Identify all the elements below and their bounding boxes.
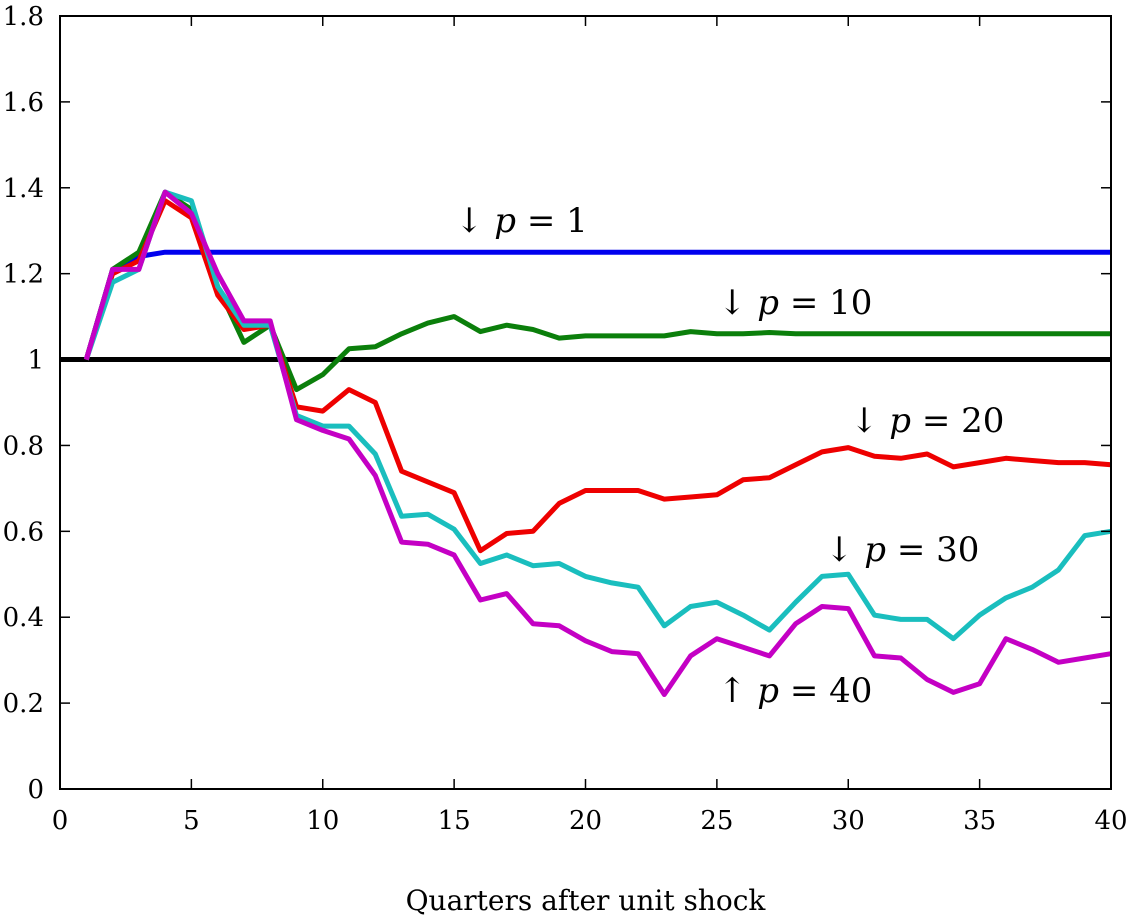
y-tick-label: 0.8 bbox=[3, 431, 44, 461]
y-tick-label: 1.4 bbox=[3, 174, 44, 204]
series-label-value: = 10 bbox=[779, 283, 872, 323]
y-tick-label: 0.6 bbox=[3, 517, 44, 547]
x-tick-label: 15 bbox=[438, 806, 471, 836]
y-tick-label: 1.8 bbox=[3, 2, 44, 32]
series-line-5 bbox=[83, 189, 1112, 697]
x-tick-label: 30 bbox=[832, 806, 865, 836]
x-tick-label: 0 bbox=[52, 806, 69, 836]
series-label-arrow: ↓ bbox=[718, 283, 757, 323]
series-label-variable: p bbox=[864, 530, 886, 570]
y-tick-label: 1.6 bbox=[3, 88, 44, 118]
series-line-4 bbox=[83, 189, 1112, 642]
x-tick-label: 5 bbox=[183, 806, 200, 836]
y-tick-label: 0.4 bbox=[3, 603, 44, 633]
series-label-value: = 30 bbox=[886, 530, 979, 570]
x-tick-label: 35 bbox=[963, 806, 996, 836]
x-tick-label: 25 bbox=[700, 806, 733, 836]
series-label-variable: p bbox=[757, 671, 779, 711]
series-label-arrow: ↓ bbox=[850, 401, 889, 441]
x-tick-label: 40 bbox=[1094, 806, 1127, 836]
series-label-value: = 1 bbox=[516, 201, 588, 241]
series-label-variable: p bbox=[889, 401, 911, 441]
series-label-arrow: ↓ bbox=[455, 201, 494, 241]
series-label-2: ↓ p = 10 bbox=[718, 283, 872, 323]
series-label-value: = 40 bbox=[779, 671, 872, 711]
series-label-variable: p bbox=[494, 201, 516, 241]
series-label-value: = 20 bbox=[911, 401, 1004, 441]
x-axis-title: Quarters after unit shock bbox=[406, 884, 767, 917]
series-label-4: ↓ p = 30 bbox=[825, 530, 979, 570]
y-tick-label: 1.2 bbox=[3, 260, 44, 290]
x-tick-label: 10 bbox=[306, 806, 339, 836]
series-label-variable: p bbox=[757, 283, 779, 323]
series-label-arrow: ↑ bbox=[718, 671, 757, 711]
series-label-1: ↓ p = 1 bbox=[455, 201, 588, 241]
series-label-3: ↓ p = 20 bbox=[850, 401, 1004, 441]
series-line-2 bbox=[83, 189, 1111, 393]
y-tick-label: 0 bbox=[27, 775, 44, 805]
y-tick-label: 1 bbox=[27, 346, 44, 376]
y-tick-label: 0.2 bbox=[3, 689, 44, 719]
series-label-arrow: ↓ bbox=[825, 530, 864, 570]
series-label-5: ↑ p = 40 bbox=[718, 671, 872, 711]
series-line-1 bbox=[83, 249, 1111, 361]
x-tick-label: 20 bbox=[569, 806, 602, 836]
